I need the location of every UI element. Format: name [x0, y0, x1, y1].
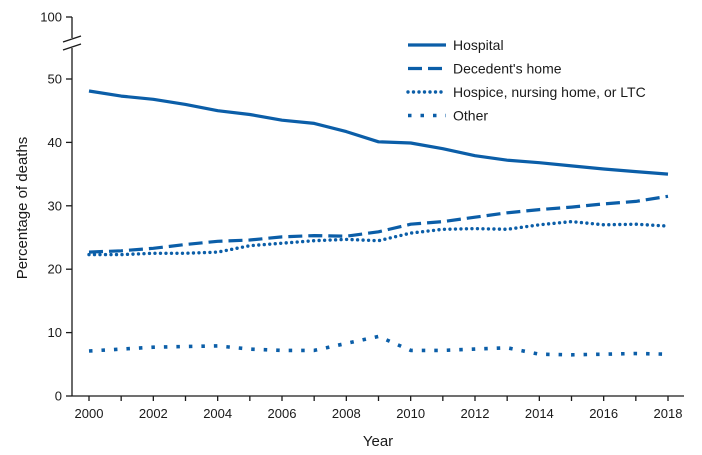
legend-label: Hospice, nursing home, or LTC — [453, 84, 646, 100]
x-tick-label: 2004 — [203, 406, 232, 421]
series-lines — [87, 89, 670, 357]
y-tick-label: 100 — [40, 10, 62, 25]
y-axis-title: Percentage of deaths — [14, 137, 31, 280]
x-tick-label: 2010 — [396, 406, 425, 421]
axes: 0 10 20 30 40 50 100 2000 2002 2004 2006 2008 2010 20… — [40, 10, 684, 421]
series-line-decedent-s-home — [88, 194, 669, 254]
y-tick-label: 50 — [48, 72, 62, 87]
x-axis-title: Year — [363, 433, 393, 450]
axis-break-mark — [62, 35, 82, 43]
series-line-hospice-nursing-home-or-ltc — [87, 219, 670, 257]
x-tick-label: 2008 — [332, 406, 361, 421]
y-tick-label: 40 — [48, 135, 62, 150]
legend: Hospital Decedent's home Hospice, nursing … — [406, 37, 646, 124]
legend-label: Decedent's home — [453, 61, 562, 77]
y-tick-label: 10 — [48, 325, 62, 340]
x-tick-label: 2000 — [75, 406, 104, 421]
x-tick-label: 2014 — [525, 406, 554, 421]
x-tick-label: 2016 — [589, 406, 618, 421]
y-tick-label: 0 — [55, 389, 62, 404]
y-tick-label: 20 — [48, 262, 62, 277]
legend-label: Hospital — [453, 37, 504, 53]
x-tick-label: 2018 — [654, 406, 683, 421]
x-tick-label: 2012 — [461, 406, 490, 421]
series-line-other — [88, 334, 669, 357]
x-tick-label: 2002 — [139, 406, 168, 421]
x-tick-label: 2006 — [268, 406, 297, 421]
legend-label: Other — [453, 108, 488, 124]
axis-break-mark — [62, 43, 82, 51]
y-tick-label: 30 — [48, 198, 62, 213]
series-line-hospital — [88, 89, 669, 176]
